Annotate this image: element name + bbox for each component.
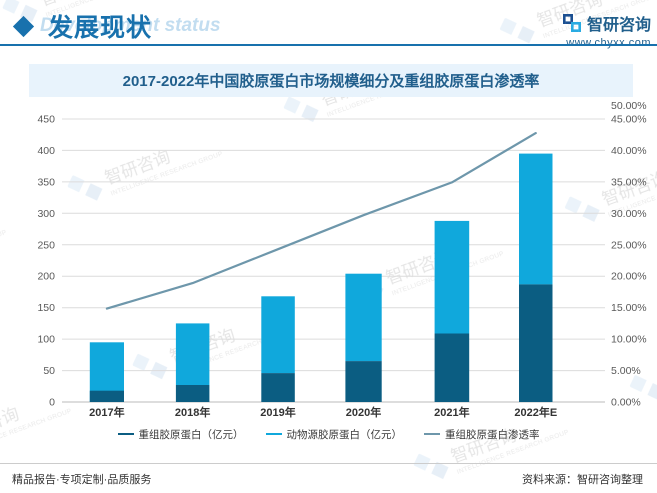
svg-text:150: 150 xyxy=(37,302,55,314)
svg-text:50: 50 xyxy=(43,365,55,377)
svg-text:2022年E: 2022年E xyxy=(514,405,557,419)
svg-text:5.00%: 5.00% xyxy=(611,365,641,377)
svg-text:400: 400 xyxy=(37,145,55,157)
svg-text:2020年: 2020年 xyxy=(346,405,381,419)
svg-text:250: 250 xyxy=(37,239,55,251)
svg-text:0.00%: 0.00% xyxy=(611,397,641,409)
svg-text:35.00%: 35.00% xyxy=(611,176,647,188)
svg-text:350: 350 xyxy=(37,176,55,188)
svg-text:20.00%: 20.00% xyxy=(611,271,647,283)
svg-text:0: 0 xyxy=(49,397,55,409)
svg-text:40.00%: 40.00% xyxy=(611,145,647,157)
svg-text:200: 200 xyxy=(37,271,55,283)
svg-text:50.00%: 50.00% xyxy=(611,100,647,112)
svg-text:2021年: 2021年 xyxy=(434,405,469,419)
svg-text:15.00%: 15.00% xyxy=(611,302,647,314)
svg-text:25.00%: 25.00% xyxy=(611,239,647,251)
svg-text:300: 300 xyxy=(37,208,55,220)
svg-text:2017年: 2017年 xyxy=(89,405,124,419)
svg-text:2019年: 2019年 xyxy=(260,405,295,419)
svg-text:100: 100 xyxy=(37,334,55,346)
svg-text:2018年: 2018年 xyxy=(175,405,210,419)
svg-text:45.00%: 45.00% xyxy=(611,114,647,126)
svg-text:30.00%: 30.00% xyxy=(611,208,647,220)
svg-text:10.00%: 10.00% xyxy=(611,334,647,346)
svg-text:450: 450 xyxy=(37,114,55,126)
